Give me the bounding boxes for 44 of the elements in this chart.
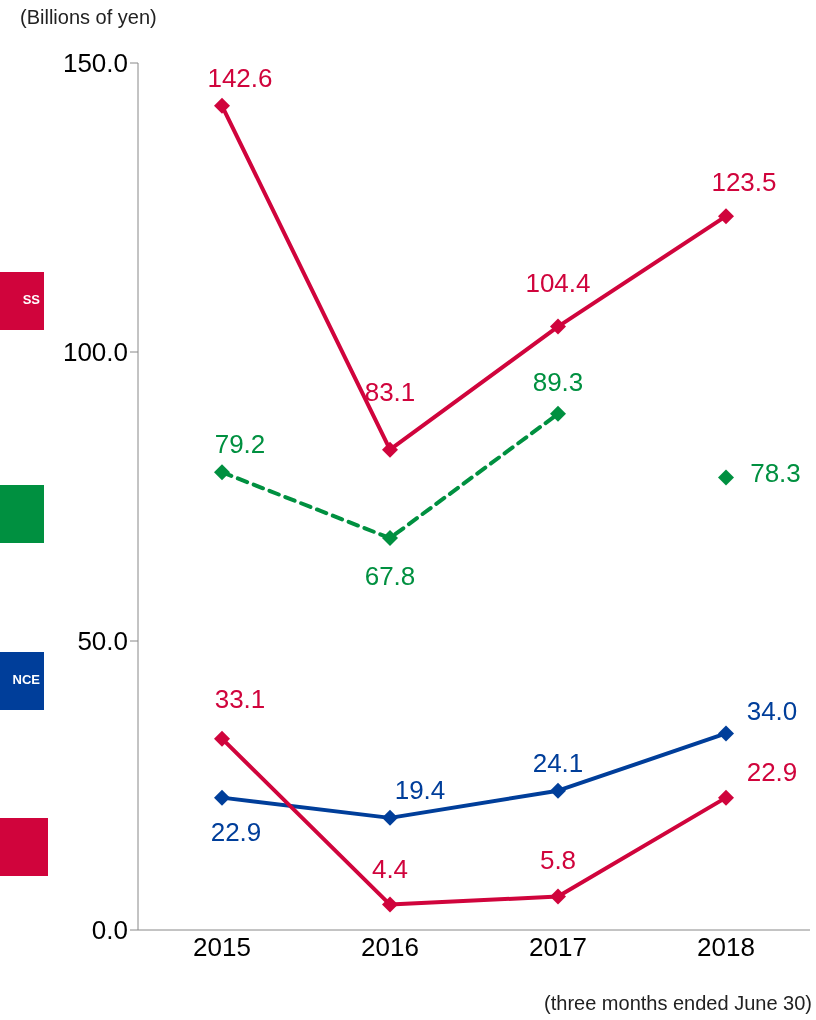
- point: [382, 809, 398, 826]
- point: [718, 208, 734, 225]
- data-label: 22.9: [746, 756, 798, 787]
- y-tick-label: 150.0: [62, 48, 128, 79]
- x-tick-label: 2018: [697, 932, 755, 963]
- y-tick-label: 0.0: [91, 915, 128, 946]
- y-tick-label: 50.0: [77, 626, 128, 657]
- point: [382, 441, 398, 458]
- point: [214, 97, 230, 114]
- point: [550, 405, 566, 422]
- point: [214, 730, 230, 747]
- data-label: 24.1: [532, 747, 584, 778]
- point: [382, 896, 398, 913]
- y-axis-title: (Billions of yen): [20, 6, 157, 29]
- point: [718, 789, 734, 806]
- text: SS: [22, 292, 40, 307]
- data-label: 5.8: [539, 845, 577, 876]
- data-label: 79.2: [214, 429, 266, 460]
- x-tick-label: 2017: [529, 932, 587, 963]
- y-tick-label: 100.0: [62, 337, 128, 368]
- data-label: 33.1: [214, 683, 266, 714]
- point: [718, 725, 734, 742]
- data-label: 142.6: [207, 62, 273, 93]
- text: NCE: [12, 672, 40, 687]
- data-label: 67.8: [364, 561, 416, 592]
- data-label: 78.3: [750, 457, 801, 488]
- point: [214, 464, 230, 481]
- data-label: 123.5: [711, 167, 777, 198]
- point: [550, 782, 566, 799]
- point: [382, 530, 398, 547]
- data-label: 89.3: [532, 366, 584, 397]
- data-label: 83.1: [364, 376, 416, 407]
- data-label: 19.4: [394, 774, 446, 805]
- point: [214, 789, 230, 806]
- point: [550, 888, 566, 905]
- data-label: 34.0: [746, 696, 798, 727]
- data-label: 104.4: [525, 267, 591, 298]
- x-tick-label: 2015: [193, 932, 251, 963]
- point: [718, 469, 734, 486]
- data-label: 4.4: [371, 853, 409, 884]
- point: [550, 318, 566, 335]
- x-tick-label: 2016: [361, 932, 419, 963]
- data-label: 22.9: [210, 816, 262, 847]
- text: (three months ended June 30): [544, 992, 812, 1015]
